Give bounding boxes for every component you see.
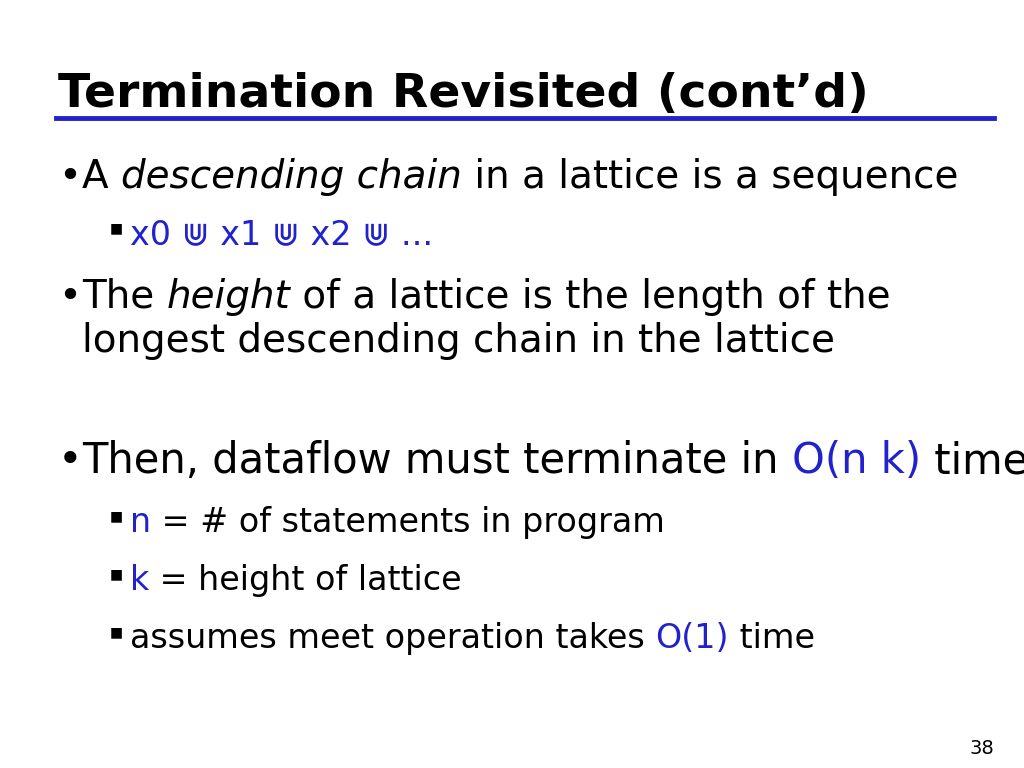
Text: = # of statements in program: = # of statements in program: [152, 506, 665, 539]
Text: assumes meet operation takes: assumes meet operation takes: [130, 622, 655, 655]
Text: ■: ■: [110, 625, 123, 639]
Text: The: The: [82, 278, 167, 316]
Text: in a lattice is a sequence: in a lattice is a sequence: [462, 158, 958, 196]
Text: x0 ⋓ x1 ⋓ x2 ⋓ ...: x0 ⋓ x1 ⋓ x2 ⋓ ...: [130, 218, 433, 251]
Text: •: •: [58, 440, 83, 482]
Text: •: •: [58, 158, 81, 196]
Text: •: •: [58, 278, 81, 316]
Text: A: A: [82, 158, 121, 196]
Text: longest descending chain in the lattice: longest descending chain in the lattice: [82, 322, 835, 360]
Text: time: time: [729, 622, 815, 655]
Text: O(1): O(1): [655, 622, 729, 655]
Text: Termination Revisited (cont’d): Termination Revisited (cont’d): [58, 72, 868, 117]
Text: ■: ■: [110, 509, 123, 523]
Text: of a lattice is the length of the: of a lattice is the length of the: [291, 278, 891, 316]
Text: ■: ■: [110, 221, 123, 235]
Text: = height of lattice: = height of lattice: [150, 564, 462, 597]
Text: descending chain: descending chain: [121, 158, 462, 196]
Text: Then, dataflow must terminate in: Then, dataflow must terminate in: [82, 440, 792, 482]
Text: ■: ■: [110, 567, 123, 581]
Text: 38: 38: [970, 739, 994, 758]
Text: O(n k): O(n k): [792, 440, 921, 482]
Text: time: time: [921, 440, 1024, 482]
Text: k: k: [130, 564, 150, 597]
Text: height: height: [167, 278, 291, 316]
Text: n: n: [130, 506, 152, 539]
